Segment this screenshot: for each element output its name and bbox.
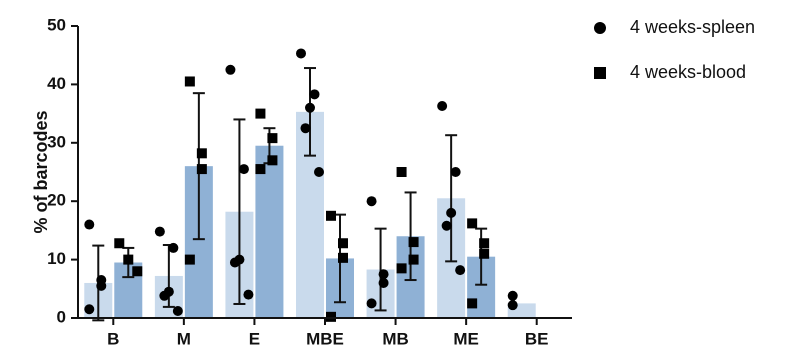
point (305, 102, 315, 113)
point (300, 123, 311, 134)
y-tick-label: 40 (47, 74, 66, 93)
point (467, 298, 478, 309)
y-axis-label: % of barcodes (31, 110, 51, 233)
point (168, 242, 179, 253)
point (84, 219, 95, 230)
point (154, 226, 165, 237)
point (396, 167, 407, 177)
y-tick-label: 0 (57, 307, 66, 326)
point (123, 254, 134, 265)
point (267, 155, 278, 166)
point (479, 248, 490, 259)
point (238, 164, 249, 175)
point (455, 265, 466, 276)
point (132, 266, 143, 277)
point (338, 238, 348, 249)
point (408, 254, 419, 265)
point (441, 220, 452, 231)
point (114, 238, 125, 249)
point (184, 254, 195, 265)
point (479, 238, 490, 249)
x-tick-label: ME (453, 329, 479, 348)
point (450, 167, 461, 177)
x-tick-label: MB (382, 329, 408, 348)
legend-label: 4 weeks-blood (630, 62, 746, 82)
point (396, 263, 407, 274)
point (507, 290, 518, 301)
y-tick-label: 30 (47, 132, 66, 151)
point (408, 237, 419, 248)
x-tick-label: B (107, 329, 119, 348)
point (84, 304, 95, 315)
point (378, 269, 389, 280)
x-tick-label: M (177, 329, 191, 348)
y-tick-label: 50 (47, 15, 66, 34)
point (255, 108, 266, 119)
legend-marker (594, 67, 606, 79)
point (267, 133, 278, 144)
x-tick-label: MBE (306, 329, 344, 348)
point (184, 76, 195, 87)
legend-label: 4 weeks-spleen (630, 17, 755, 37)
point (338, 252, 348, 263)
point (309, 89, 320, 100)
y-tick-label: 10 (47, 249, 66, 268)
legend-marker (594, 22, 606, 34)
bar (255, 145, 284, 318)
point (229, 257, 240, 268)
x-tick-label: BE (525, 329, 549, 348)
point (446, 207, 457, 218)
point (243, 289, 254, 300)
x-tick-label: E (249, 329, 260, 348)
point (296, 48, 306, 59)
point (326, 210, 336, 221)
point (172, 305, 183, 316)
point (225, 64, 236, 75)
point (196, 164, 207, 175)
point (159, 290, 170, 301)
point (467, 218, 478, 229)
point (378, 277, 389, 288)
point (366, 298, 377, 309)
point (96, 280, 107, 291)
point (314, 167, 324, 177)
point (196, 148, 207, 159)
point (437, 101, 448, 112)
point (326, 311, 336, 322)
point (366, 196, 377, 207)
y-tick-label: 20 (47, 191, 66, 210)
point (507, 300, 518, 311)
point (255, 164, 266, 175)
